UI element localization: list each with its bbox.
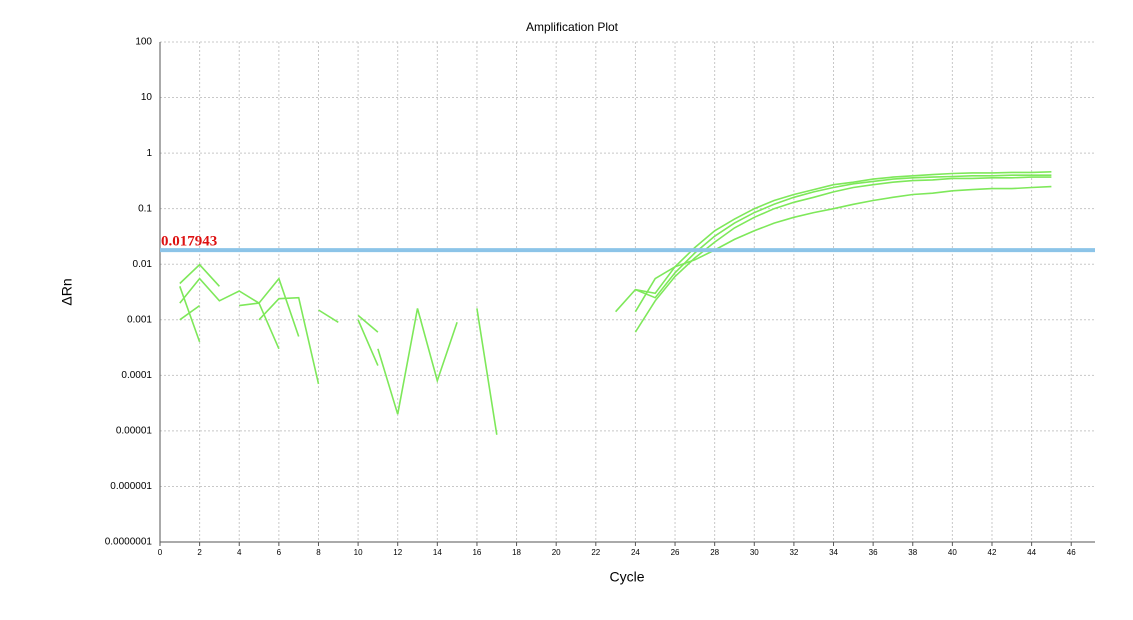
series-line [179,185,1052,385]
y-tick-label: 0.000001 [110,481,152,492]
x-tick-label: 36 [869,548,878,557]
y-tick-label: 1 [146,148,152,159]
x-tick-label: 6 [277,548,282,557]
x-tick-label: 18 [512,548,521,557]
x-tick-label: 46 [1067,548,1076,557]
y-tick-label: 100 [135,37,152,48]
series-line [377,308,458,415]
x-tick-label: 26 [671,548,680,557]
x-tick-label: 28 [710,548,719,557]
y-tick-label: 0.00001 [116,426,153,437]
x-tick-label: 8 [316,548,321,557]
y-tick-label: 0.0001 [121,370,152,381]
y-axis-label: ΔRn [59,278,75,305]
x-tick-label: 4 [237,548,242,557]
series-line [179,171,1052,313]
chart-title: Amplification Plot [526,20,619,34]
x-tick-label: 22 [591,548,600,557]
x-tick-label: 44 [1027,548,1036,557]
y-tick-label: 0.1 [138,203,152,214]
threshold-label: 0.017943 [161,234,217,250]
x-tick-label: 14 [433,548,442,557]
y-tick-label: 0.001 [127,314,152,325]
x-tick-label: 12 [393,548,402,557]
x-tick-label: 24 [631,548,640,557]
x-tick-label: 10 [354,548,363,557]
x-axis-label: Cycle [609,569,644,585]
x-tick-label: 20 [552,548,561,557]
x-tick-label: 42 [988,548,997,557]
x-tick-label: 32 [789,548,798,557]
y-tick-label: 0.0000001 [105,537,153,548]
x-tick-label: 30 [750,548,759,557]
series-line [179,174,1052,337]
x-tick-label: 16 [472,548,481,557]
series-line [179,176,1052,350]
x-tick-label: 38 [908,548,917,557]
x-tick-label: 0 [158,548,163,557]
x-tick-label: 2 [197,548,202,557]
y-tick-label: 0.01 [133,259,153,270]
y-tick-label: 10 [141,92,153,103]
x-tick-label: 40 [948,548,957,557]
series-line [357,308,498,435]
x-tick-label: 34 [829,548,838,557]
